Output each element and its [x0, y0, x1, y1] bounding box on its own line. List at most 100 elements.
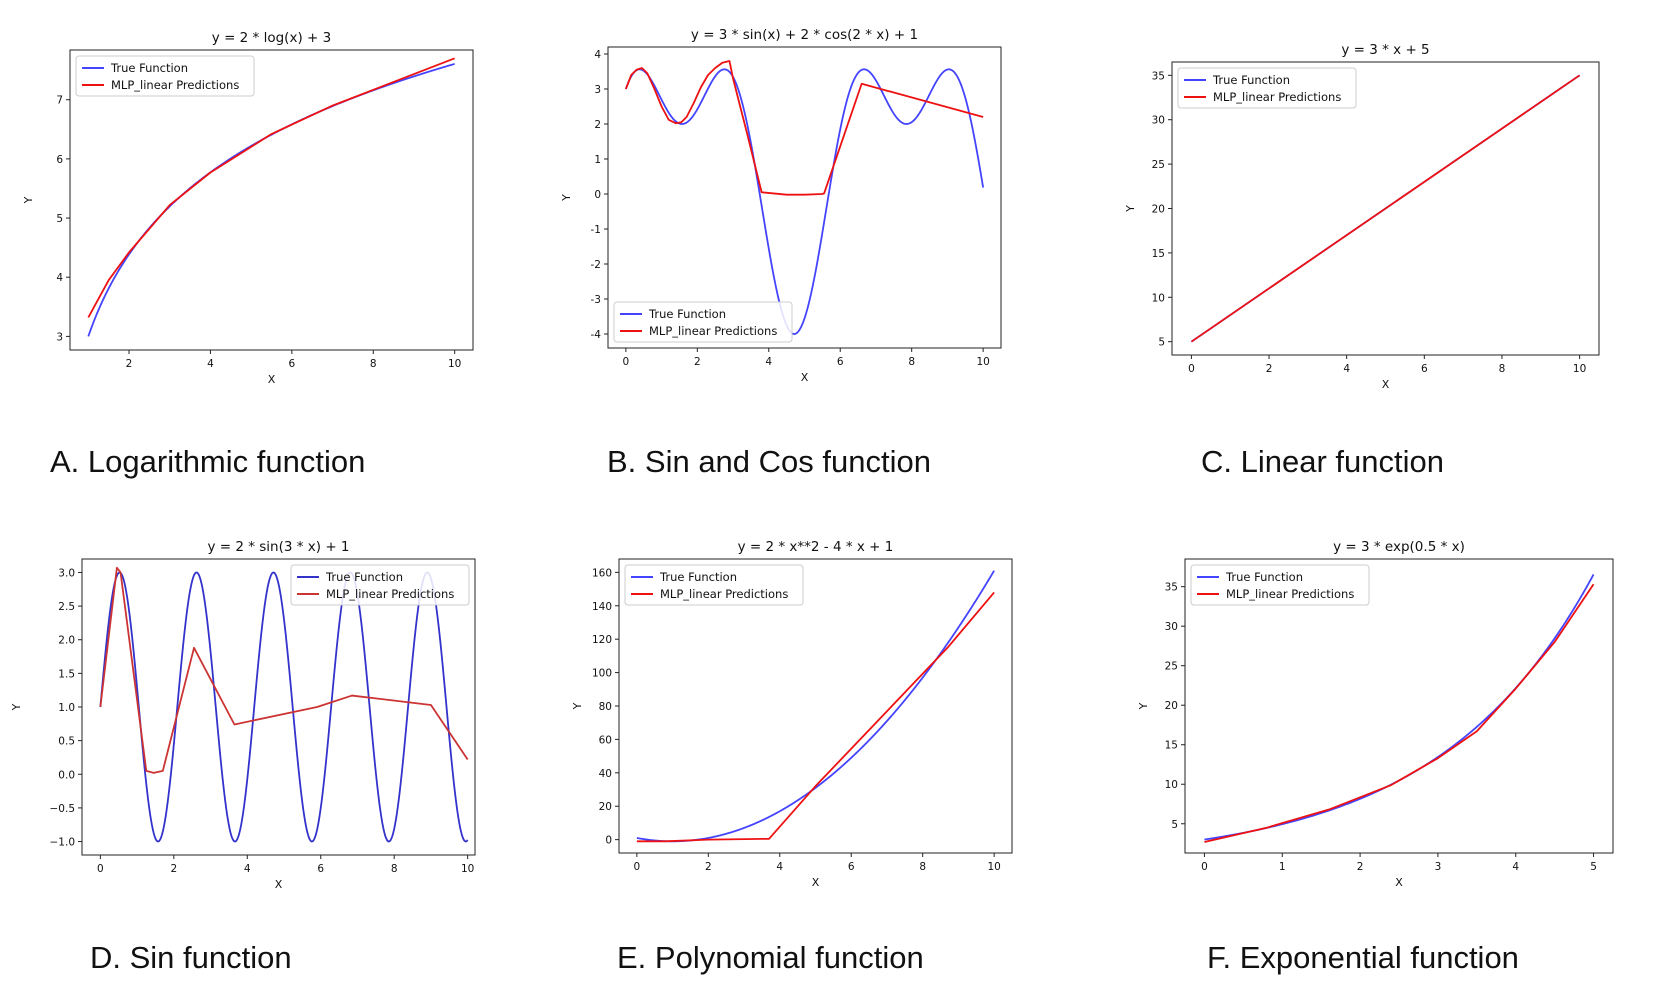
y-tick-label: 1.0 — [58, 702, 75, 714]
y-tick-label: 15 — [1152, 248, 1165, 260]
chart-panel-a: y = 2 * log(x) + 3 2 4 6 8 10 3 4 5 6 7 X Y True Func… — [22, 30, 474, 386]
y-tick-label: 120 — [592, 634, 612, 646]
y-tick-label: 140 — [592, 601, 612, 613]
legend-label-mlp: MLP_linear Predictions — [326, 587, 454, 601]
plot-frame — [618, 558, 1013, 854]
x-tick-label: 6 — [1421, 363, 1428, 375]
y-tick-label: 3 — [56, 331, 63, 343]
chart-title: y = 3 * x + 5 — [1341, 42, 1429, 58]
true-function-line — [625, 68, 985, 335]
y-tick-label: −1.0 — [50, 837, 76, 849]
y-tick-label: -4 — [591, 329, 602, 341]
x-tick-label: 10 — [976, 356, 989, 368]
x-tick-label: 0 — [1201, 861, 1208, 873]
legend-label-true: True Function — [1225, 570, 1303, 584]
y-tick-label: 10 — [1165, 779, 1178, 791]
y-tick-label: 0.5 — [58, 736, 75, 748]
x-tick-label: 8 — [370, 358, 377, 370]
x-tick-label: 3 — [1435, 861, 1442, 873]
y-tick-label: 15 — [1165, 740, 1178, 752]
x-tick-label: 0 — [97, 863, 104, 875]
y-tick-label: 2 — [594, 119, 601, 131]
x-tick-label: 4 — [1343, 363, 1350, 375]
x-tick-label: 4 — [765, 356, 772, 368]
chart-panel-f: y = 3 * exp(0.5 * x) 0 1 2 3 4 5 5 10 15 20 25 30 35 X… — [1137, 539, 1614, 889]
chart-panel-b: y = 3 * sin(x) + 2 * cos(2 * x) + 1 0 2 4 6 8… — [560, 27, 1002, 384]
y-axis-label: Y — [22, 196, 35, 204]
x-tick-label: 0 — [623, 356, 630, 368]
y-tick-label: 20 — [599, 801, 612, 813]
legend-label-mlp: MLP_linear Predictions — [649, 324, 777, 338]
y-tick-label: -1 — [591, 224, 601, 236]
y-tick-label: 25 — [1165, 661, 1178, 673]
legend-label-true: True Function — [659, 570, 737, 584]
x-tick-label: 0 — [634, 861, 641, 873]
y-tick-label: 30 — [1165, 621, 1178, 633]
y-tick-label: 35 — [1165, 582, 1178, 594]
x-axis-label: X — [1395, 876, 1403, 889]
y-tick-label: 20 — [1165, 700, 1178, 712]
y-tick-label: 5 — [56, 213, 63, 225]
legend-label-mlp: MLP_linear Predictions — [660, 587, 788, 601]
mlp-predictions-line — [625, 60, 984, 196]
y-tick-label: 2.0 — [58, 635, 75, 647]
chart-panel-c: y = 3 * x + 5 0 2 4 6 8 10 5 10 15 20 25 30 35 X Y True … — [1124, 42, 1600, 391]
x-tick-label: 4 — [776, 861, 783, 873]
x-tick-label: 10 — [987, 861, 1000, 873]
caption-a: A. Logarithmic function — [50, 444, 366, 479]
x-tick-label: 10 — [1573, 363, 1586, 375]
y-axis-label: Y — [1137, 702, 1150, 710]
y-tick-label: 5 — [1171, 819, 1178, 831]
chart-panel-e: y = 2 * x**2 - 4 * x + 10 2 4 6 8 10020406080… — [571, 539, 1013, 889]
x-tick-label: 2 — [694, 356, 701, 368]
x-tick-label: 6 — [317, 863, 324, 875]
y-tick-label: 160 — [592, 567, 612, 579]
y-tick-label: 30 — [1152, 115, 1165, 127]
legend-label-true: True Function — [110, 61, 188, 75]
y-tick-label: −0.5 — [50, 803, 76, 815]
y-tick-label: 0 — [605, 835, 612, 847]
x-tick-label: 4 — [207, 358, 214, 370]
y-tick-label: -3 — [591, 294, 601, 306]
x-tick-label: 10 — [461, 863, 474, 875]
caption-f: F. Exponential function — [1207, 940, 1519, 975]
legend-box — [624, 564, 804, 606]
mlp-predictions-line — [87, 57, 456, 318]
x-tick-label: 1 — [1279, 861, 1286, 873]
caption-c: C. Linear function — [1201, 444, 1444, 479]
legend-box — [613, 301, 793, 343]
plot-frame — [81, 558, 476, 856]
legend-box — [1177, 67, 1357, 109]
x-tick-label: 4 — [1512, 861, 1519, 873]
mlp-predictions-line — [1204, 583, 1595, 843]
chart-panel-d: y = 2 * sin(3 * x) + 1 0 2 4 6 8 10 −1.0 −0.5 0.0… — [10, 539, 476, 891]
y-tick-label: 25 — [1152, 159, 1165, 171]
x-axis-label: X — [812, 876, 820, 889]
y-tick-label: 1 — [594, 154, 601, 166]
x-tick-label: 4 — [244, 863, 251, 875]
y-axis-label: Y — [560, 194, 573, 202]
y-tick-label: 0.0 — [58, 769, 75, 781]
y-tick-label: 6 — [56, 154, 63, 166]
chart-title: y = 2 * x**2 - 4 * x + 1 — [738, 539, 894, 555]
legend-label-true: True Function — [325, 570, 403, 584]
y-tick-label: 4 — [594, 49, 601, 61]
legend-box — [75, 55, 255, 97]
y-tick-label: 4 — [56, 272, 63, 284]
plot-frame — [607, 46, 1002, 349]
legend-label-mlp: MLP_linear Predictions — [111, 78, 239, 92]
y-tick-label: 1.5 — [58, 668, 75, 680]
caption-e: E. Polynomial function — [617, 940, 924, 975]
x-tick-label: 5 — [1590, 861, 1597, 873]
caption-b: B. Sin and Cos function — [607, 444, 931, 479]
mlp-predictions-line — [1190, 74, 1581, 343]
plot-frame — [69, 49, 474, 351]
y-tick-label: 10 — [1152, 292, 1165, 304]
x-axis-label: X — [1382, 378, 1390, 391]
x-tick-label: 6 — [289, 358, 296, 370]
y-axis-label: Y — [1124, 205, 1137, 213]
legend-label-mlp: MLP_linear Predictions — [1213, 90, 1341, 104]
chart-title: y = 3 * sin(x) + 2 * cos(2 * x) + 1 — [691, 27, 918, 43]
mlp-predictions-line — [636, 591, 995, 843]
x-tick-label: 2 — [705, 861, 712, 873]
